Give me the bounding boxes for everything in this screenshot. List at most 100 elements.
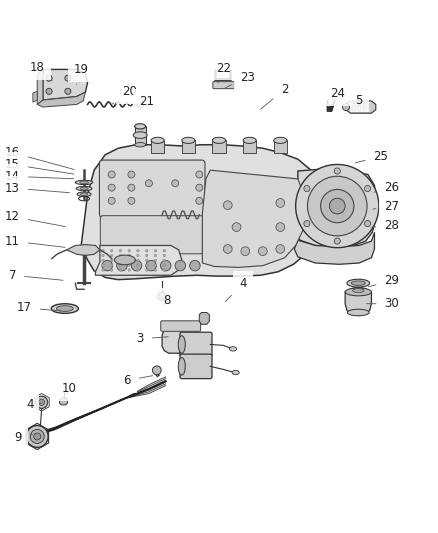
- Circle shape: [343, 103, 350, 110]
- Text: 29: 29: [368, 274, 399, 287]
- Circle shape: [137, 264, 139, 266]
- Circle shape: [304, 185, 310, 191]
- Circle shape: [128, 259, 131, 262]
- Text: 2: 2: [261, 83, 289, 109]
- Ellipse shape: [178, 336, 185, 353]
- Circle shape: [119, 254, 122, 257]
- Circle shape: [65, 75, 71, 81]
- Circle shape: [39, 399, 45, 405]
- Circle shape: [154, 264, 157, 266]
- Circle shape: [110, 249, 113, 252]
- Text: 20: 20: [112, 85, 137, 104]
- Circle shape: [26, 425, 48, 447]
- Text: 27: 27: [373, 199, 399, 213]
- Circle shape: [131, 260, 142, 271]
- Circle shape: [102, 249, 104, 252]
- Circle shape: [30, 430, 44, 443]
- Text: 11: 11: [5, 235, 65, 248]
- Ellipse shape: [151, 138, 164, 143]
- Circle shape: [119, 269, 122, 271]
- Text: 26: 26: [374, 181, 399, 194]
- Circle shape: [364, 185, 371, 191]
- Circle shape: [46, 75, 52, 81]
- Circle shape: [110, 259, 113, 262]
- Text: 6: 6: [123, 374, 153, 387]
- Ellipse shape: [243, 138, 256, 143]
- Text: 18: 18: [30, 61, 53, 80]
- Ellipse shape: [114, 255, 135, 265]
- Circle shape: [145, 254, 148, 257]
- Polygon shape: [346, 101, 376, 113]
- Ellipse shape: [351, 281, 365, 285]
- Circle shape: [137, 249, 139, 252]
- Circle shape: [163, 259, 166, 262]
- Circle shape: [128, 171, 135, 178]
- Circle shape: [46, 88, 52, 94]
- Text: 19: 19: [74, 63, 88, 85]
- Ellipse shape: [349, 287, 367, 294]
- Circle shape: [137, 269, 139, 271]
- Circle shape: [128, 264, 131, 266]
- Ellipse shape: [232, 370, 239, 375]
- Circle shape: [145, 180, 152, 187]
- Circle shape: [232, 223, 241, 231]
- Circle shape: [196, 197, 203, 204]
- Circle shape: [145, 264, 148, 266]
- Ellipse shape: [57, 306, 73, 311]
- Circle shape: [163, 269, 166, 271]
- Circle shape: [145, 249, 148, 252]
- Circle shape: [102, 254, 104, 257]
- Ellipse shape: [77, 192, 91, 197]
- Ellipse shape: [81, 193, 88, 196]
- Circle shape: [329, 198, 345, 214]
- Circle shape: [102, 269, 104, 271]
- Ellipse shape: [135, 124, 145, 129]
- Polygon shape: [43, 69, 88, 100]
- Circle shape: [158, 292, 166, 301]
- Circle shape: [154, 259, 157, 262]
- Text: 7: 7: [8, 269, 63, 282]
- Circle shape: [119, 264, 122, 266]
- Polygon shape: [162, 327, 198, 353]
- Ellipse shape: [212, 138, 226, 143]
- Circle shape: [145, 269, 148, 271]
- Circle shape: [128, 197, 135, 204]
- Text: 13: 13: [5, 182, 70, 195]
- Circle shape: [102, 259, 104, 262]
- Ellipse shape: [76, 187, 92, 191]
- Circle shape: [110, 269, 113, 271]
- Circle shape: [163, 254, 166, 257]
- Ellipse shape: [182, 138, 195, 143]
- FancyBboxPatch shape: [274, 140, 287, 152]
- Circle shape: [145, 259, 148, 262]
- Ellipse shape: [80, 187, 88, 190]
- Circle shape: [117, 260, 127, 271]
- Circle shape: [334, 238, 340, 244]
- Text: 24: 24: [330, 87, 345, 103]
- FancyBboxPatch shape: [243, 140, 256, 152]
- FancyBboxPatch shape: [180, 354, 212, 378]
- Circle shape: [196, 171, 203, 178]
- Circle shape: [334, 168, 340, 174]
- Circle shape: [154, 249, 157, 252]
- Text: 23: 23: [225, 71, 255, 88]
- Text: 16: 16: [5, 146, 74, 169]
- Circle shape: [276, 245, 285, 253]
- Ellipse shape: [51, 304, 78, 313]
- FancyBboxPatch shape: [135, 126, 146, 145]
- Circle shape: [65, 88, 71, 94]
- Polygon shape: [60, 398, 67, 405]
- Polygon shape: [199, 312, 209, 324]
- Ellipse shape: [345, 288, 371, 296]
- Ellipse shape: [135, 142, 145, 147]
- Polygon shape: [202, 170, 307, 268]
- Circle shape: [172, 180, 179, 187]
- Circle shape: [128, 249, 131, 252]
- Circle shape: [137, 254, 139, 257]
- Circle shape: [163, 249, 166, 252]
- Ellipse shape: [353, 288, 364, 293]
- Polygon shape: [81, 145, 323, 280]
- Circle shape: [119, 259, 122, 262]
- Circle shape: [160, 260, 171, 271]
- Circle shape: [258, 247, 267, 255]
